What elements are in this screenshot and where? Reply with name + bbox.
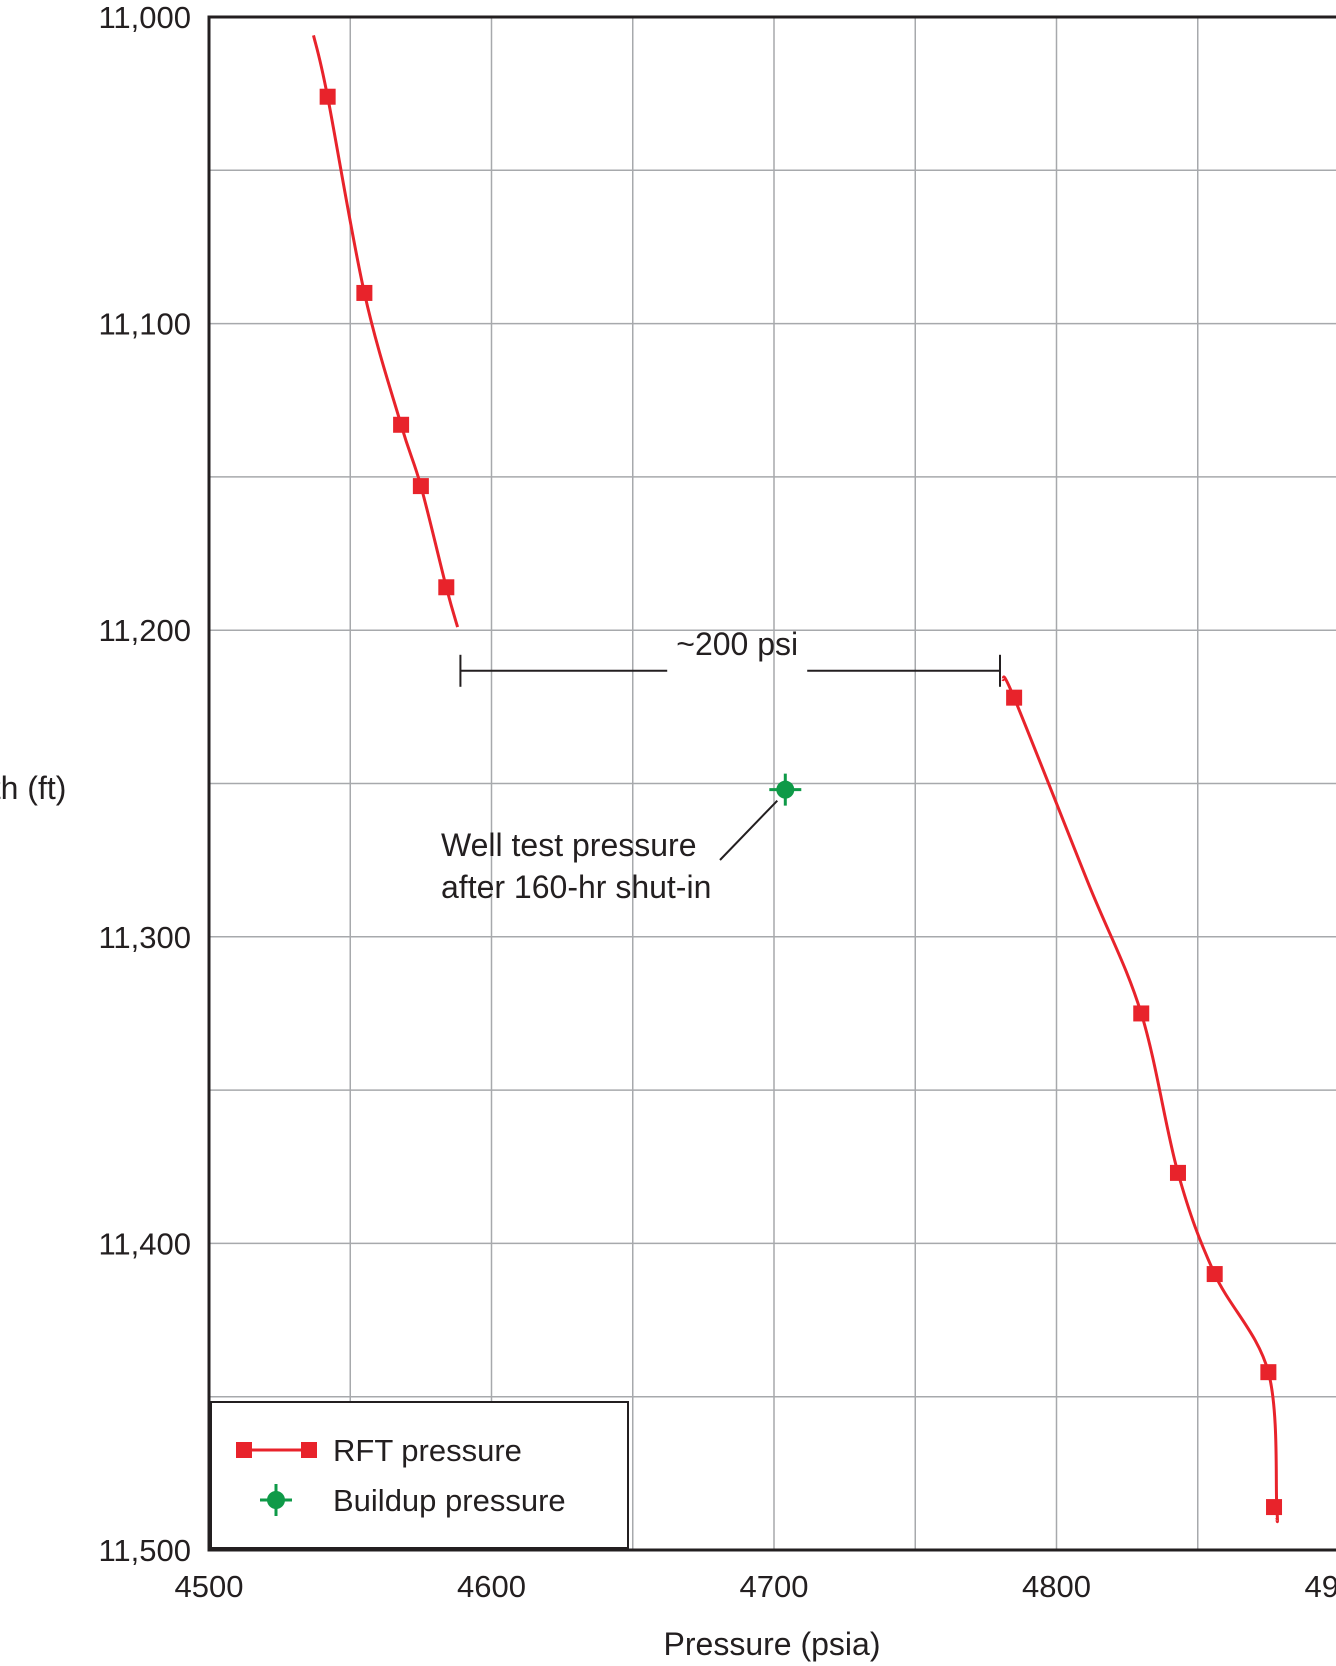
series-layer [312,35,1283,1524]
y-tick-label: 11,100 [98,307,191,342]
data-point [1006,689,1023,706]
data-point [319,88,336,105]
data-point [412,478,429,495]
data-point [393,416,410,433]
legend: RFT pressure Buildup pressure [210,1401,629,1549]
legend-rft-marker [301,1442,317,1458]
well-test-leader-line [719,799,779,861]
data-point [1266,1499,1283,1516]
data-point [438,579,455,596]
grid [209,17,1336,1550]
x-tick-label: 4500 [175,1569,244,1604]
pressure-gap-label: ~200 psi [676,626,798,662]
well-test-label-line: Well test pressure [441,827,697,863]
data-point [1169,1164,1186,1181]
legend-box [210,1401,629,1549]
legend-buildup-label: Buildup pressure [333,1483,566,1518]
well-test-label-line: after 160-hr shut-in [441,869,711,905]
y-tick-label: 11,300 [98,920,191,955]
data-point [1206,1266,1223,1283]
y-tick-labels: 11,000 11,100 11,200 11,300 11,400 11,500 [98,0,191,1568]
legend-rft-marker [236,1442,252,1458]
y-tick-label: 11,400 [98,1226,191,1261]
y-tick-label: 11,200 [98,613,191,648]
legend-buildup-marker [267,1491,285,1509]
series-buildup-pressure [769,773,802,806]
series-line [1001,675,1279,1524]
data-point [356,284,373,301]
series-rft-pressure [312,35,1283,1524]
x-tick-label: 4600 [457,1569,526,1604]
y-tick-label: 11,500 [98,1533,191,1568]
series-line [312,35,460,628]
annotation-layer: ~200 psi Well test pressure after 160-hr s… [441,626,1001,905]
y-axis-label: Depth (ft) [0,770,66,806]
data-point [1133,1005,1150,1022]
x-tick-label: 4700 [740,1569,809,1604]
data-point [1260,1364,1277,1381]
y-tick-label: 11,000 [98,0,191,35]
x-tick-label: 4900 [1305,1569,1336,1604]
x-axis-label: Pressure (psia) [664,1626,881,1662]
data-point [776,780,795,799]
legend-rft-label: RFT pressure [333,1433,522,1468]
x-tick-labels: 4500 4600 4700 4800 4900 [175,1569,1336,1604]
plot-frame [207,15,1336,1552]
x-tick-label: 4800 [1022,1569,1091,1604]
